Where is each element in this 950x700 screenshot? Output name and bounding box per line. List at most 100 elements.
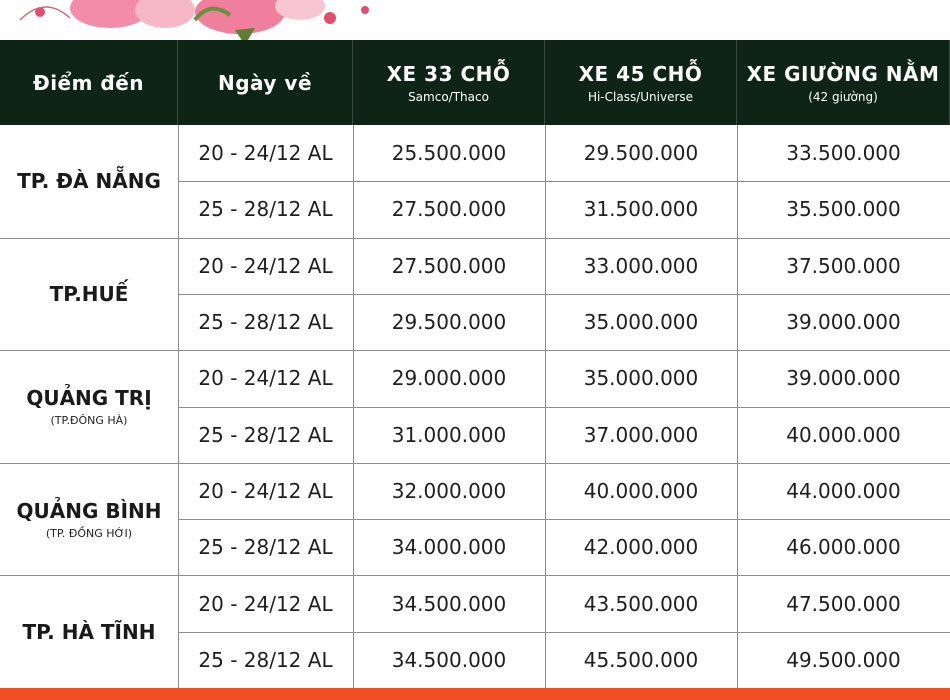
- row-line: [178, 406, 950, 408]
- table-cell: 31.500.000: [545, 181, 737, 237]
- table-cell: 31.000.000: [353, 407, 545, 463]
- return-date: 20 - 24/12 AL: [198, 253, 333, 278]
- return-date: 20 - 24/12 AL: [198, 366, 333, 391]
- table-cell: 34.500.000: [353, 575, 545, 631]
- destination-note: (TP.ĐÔNG HÀ): [50, 413, 128, 427]
- table-cell: 29.500.000: [353, 294, 545, 350]
- return-date: 25 - 28/12 AL: [198, 197, 333, 222]
- price: 31.500.000: [583, 197, 699, 222]
- return-date: 25 - 28/12 AL: [198, 310, 333, 335]
- table-cell: 37.000.000: [545, 407, 737, 463]
- header-subtitle: Samco/Thaco: [408, 89, 489, 104]
- return-date: 25 - 28/12 AL: [198, 535, 333, 560]
- column-line: [545, 125, 546, 688]
- price: 42.000.000: [583, 535, 699, 560]
- return-date: 20 - 24/12 AL: [198, 591, 333, 616]
- price: 39.000.000: [786, 310, 901, 335]
- row-line: [178, 293, 950, 295]
- table-cell: 25 - 28/12 AL: [178, 407, 353, 463]
- price: 37.500.000: [786, 253, 901, 278]
- price: 44.000.000: [786, 478, 901, 503]
- price: 35.000.000: [583, 310, 699, 335]
- table-cell: 35.000.000: [545, 294, 737, 350]
- column-line: [737, 125, 738, 688]
- header-cell: XE GIƯỜNG NẰM (42 giường): [737, 40, 950, 125]
- table-cell: 33.000.000: [545, 238, 737, 294]
- table-cell: 44.000.000: [737, 463, 950, 519]
- destination-note: (TP. ĐỒNG HỚI): [45, 526, 133, 540]
- table-cell: 20 - 24/12 AL: [178, 350, 353, 406]
- table-cell: 27.500.000: [353, 238, 545, 294]
- header-subtitle: Hi-Class/Universe: [587, 89, 694, 104]
- destination: TP.HUẾ: [49, 281, 129, 306]
- footer-bar: [0, 688, 950, 700]
- price: 40.000.000: [786, 422, 901, 447]
- table-cell: 25 - 28/12 AL: [178, 181, 353, 237]
- price: 34.000.000: [391, 535, 507, 560]
- price: 27.500.000: [391, 253, 507, 278]
- header-cell: XE 45 CHỖ Hi-Class/Universe: [545, 40, 737, 125]
- price: 37.000.000: [583, 422, 699, 447]
- row-line: [178, 519, 950, 521]
- destination: TP. HÀ TĨNH: [22, 619, 156, 644]
- table-cell: 25 - 28/12 AL: [178, 632, 353, 688]
- table-cell: 20 - 24/12 AL: [178, 125, 353, 181]
- table-cell: 32.000.000: [353, 463, 545, 519]
- table-cell: 42.000.000: [545, 519, 737, 575]
- price: 33.500.000: [786, 141, 901, 166]
- price: 47.500.000: [786, 591, 901, 616]
- row-line: [178, 631, 950, 633]
- table-cell: 39.000.000: [737, 350, 950, 406]
- table-cell: 29.500.000: [545, 125, 737, 181]
- column-line: [178, 125, 179, 688]
- header-subtitle: (42 giường): [808, 89, 878, 104]
- destination-cell: QUẢNG BÌNH (TP. ĐỒNG HỚI): [0, 463, 178, 576]
- price: 39.000.000: [786, 366, 901, 391]
- table-cell: 33.500.000: [737, 125, 950, 181]
- header-title: Ngày về: [217, 70, 313, 95]
- table-cell: 29.000.000: [353, 350, 545, 406]
- price: 33.000.000: [583, 253, 699, 278]
- return-date: 20 - 24/12 AL: [198, 141, 333, 166]
- table-cell: 40.000.000: [737, 407, 950, 463]
- table-cell: 39.000.000: [737, 294, 950, 350]
- destination-cell: QUẢNG TRỊ (TP.ĐÔNG HÀ): [0, 350, 178, 463]
- price: 43.500.000: [583, 591, 699, 616]
- destination: QUẢNG TRỊ: [26, 385, 152, 410]
- header-cell: Ngày về: [178, 40, 353, 125]
- price: 29.500.000: [583, 141, 699, 166]
- column-line: [353, 125, 354, 688]
- table-cell: 25 - 28/12 AL: [178, 294, 353, 350]
- table-cell: 43.500.000: [545, 575, 737, 631]
- price: 32.000.000: [391, 478, 507, 503]
- row-line: [0, 237, 950, 239]
- row-line: [0, 575, 950, 577]
- price: 35.500.000: [786, 197, 901, 222]
- destination-cell: TP. HÀ TĨNH: [0, 575, 178, 688]
- table-cell: 46.000.000: [737, 519, 950, 575]
- price: 35.000.000: [583, 366, 699, 391]
- row-line: [0, 462, 950, 464]
- price: 34.500.000: [391, 647, 507, 672]
- return-date: 25 - 28/12 AL: [198, 647, 333, 672]
- price: 49.500.000: [786, 647, 901, 672]
- table-cell: 20 - 24/12 AL: [178, 575, 353, 631]
- table-cell: 25 - 28/12 AL: [178, 519, 353, 575]
- header-title: XE 33 CHỖ: [386, 61, 511, 86]
- price: 31.000.000: [391, 422, 507, 447]
- header-title: XE 45 CHỖ: [578, 61, 703, 86]
- table-cell: 45.500.000: [545, 632, 737, 688]
- table-cell: 34.500.000: [353, 632, 545, 688]
- table-cell: 40.000.000: [545, 463, 737, 519]
- table-cell: 34.000.000: [353, 519, 545, 575]
- header-title: XE GIƯỜNG NẰM: [746, 61, 940, 86]
- price: 45.500.000: [583, 647, 699, 672]
- header-cell: XE 33 CHỖ Samco/Thaco: [353, 40, 545, 125]
- header-cell: Điểm đến: [0, 40, 178, 125]
- return-date: 25 - 28/12 AL: [198, 422, 333, 447]
- header-title: Điểm đến: [32, 70, 145, 95]
- table-cell: 25.500.000: [353, 125, 545, 181]
- table-cell: 35.500.000: [737, 181, 950, 237]
- destination: TP. ĐÀ NẴNG: [17, 169, 161, 194]
